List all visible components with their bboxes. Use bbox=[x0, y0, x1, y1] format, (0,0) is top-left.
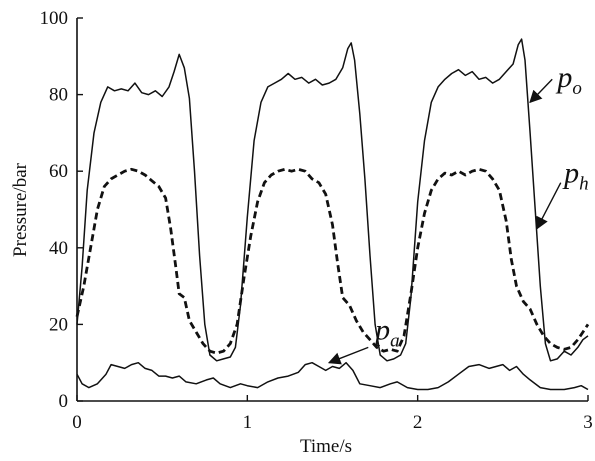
y-tick-label: 40 bbox=[49, 238, 68, 259]
x-tick-label: 3 bbox=[583, 412, 593, 433]
series-label: po bbox=[555, 61, 582, 99]
series-label-sub: o bbox=[572, 78, 582, 99]
axis-ticks: 0 20 40 60 80 100 0 1 2 3 bbox=[40, 8, 593, 433]
y-tick-label: 0 bbox=[59, 391, 69, 412]
y-tick-label: 20 bbox=[49, 314, 68, 335]
series-label-main: p bbox=[373, 314, 390, 347]
series-line-p-o bbox=[76, 38, 589, 362]
series-group bbox=[75, 38, 590, 391]
series-label-sub: h bbox=[579, 174, 589, 195]
x-tick-label: 0 bbox=[72, 412, 82, 433]
series-label: pa bbox=[373, 314, 400, 352]
x-tick-label: 2 bbox=[413, 412, 423, 433]
series-label-sub: a bbox=[390, 331, 400, 352]
series-arrow bbox=[529, 78, 553, 104]
series-label: ph bbox=[562, 157, 589, 195]
y-tick-label: 100 bbox=[40, 8, 69, 29]
y-axis-title: Pressure/bar bbox=[10, 162, 31, 257]
x-axis-title: Time/s bbox=[300, 436, 352, 457]
x-tick-label: 1 bbox=[243, 412, 253, 433]
series-arrow bbox=[536, 182, 562, 230]
series-label-main: p bbox=[555, 61, 572, 94]
series-line-p-a bbox=[76, 361, 589, 391]
y-tick-label: 60 bbox=[49, 161, 68, 182]
series-line-p-h bbox=[75, 167, 590, 355]
plot-frame bbox=[76, 18, 588, 402]
y-tick-label: 80 bbox=[49, 85, 68, 106]
series-label-main: p bbox=[562, 157, 579, 190]
series-arrow bbox=[327, 346, 369, 365]
